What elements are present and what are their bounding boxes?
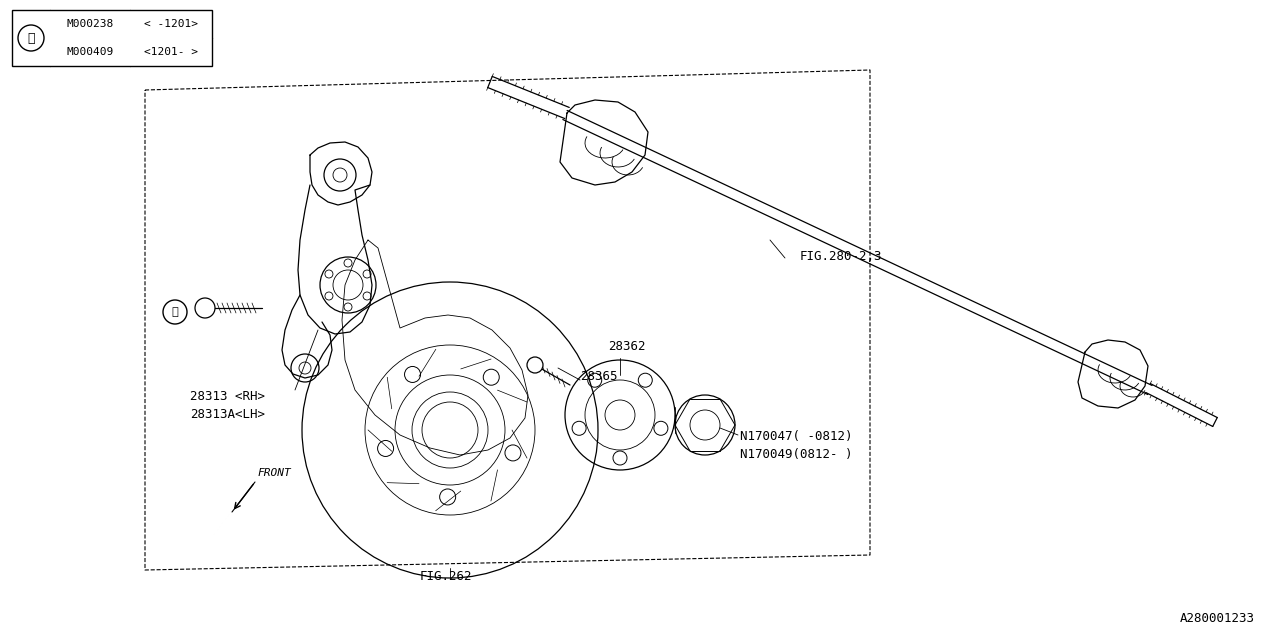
Circle shape [18,25,44,51]
Text: ①: ① [172,307,178,317]
Circle shape [527,357,543,373]
Text: M000409: M000409 [67,47,114,57]
Text: 28365: 28365 [580,370,617,383]
Circle shape [163,300,187,324]
Text: 28313A<LH>: 28313A<LH> [189,408,265,421]
Text: FIG.262: FIG.262 [420,570,472,583]
Text: FIG.280-2,3: FIG.280-2,3 [800,250,882,263]
Text: FRONT: FRONT [259,468,292,478]
Text: A280001233: A280001233 [1180,612,1254,625]
Text: < -1201>: < -1201> [143,19,198,29]
Text: 28362: 28362 [608,340,645,353]
Circle shape [195,298,215,318]
Text: N170047( -0812): N170047( -0812) [740,430,852,443]
Text: <1201- >: <1201- > [143,47,198,57]
Text: ①: ① [27,31,35,45]
Text: M000238: M000238 [67,19,114,29]
Bar [12,10,212,66]
Text: N170049(0812- ): N170049(0812- ) [740,448,852,461]
Text: 28313 <RH>: 28313 <RH> [189,390,265,403]
